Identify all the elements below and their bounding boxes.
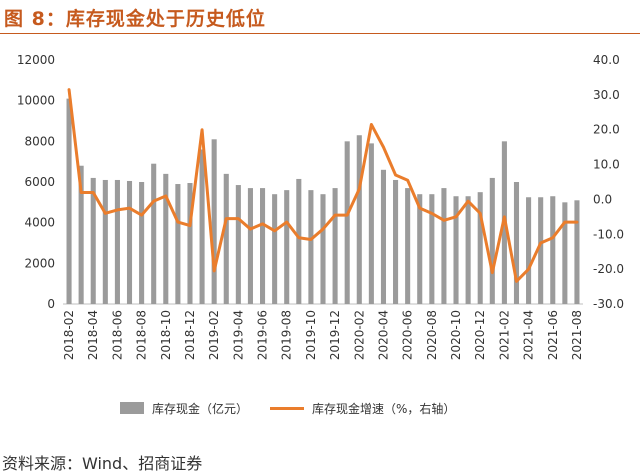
bar-2019-04 xyxy=(235,185,241,304)
bar-2021-03 xyxy=(513,182,520,304)
x-tick-label: 2018-10 xyxy=(159,310,173,360)
x-tick-label: 2020-08 xyxy=(425,310,439,360)
x-tick-label: 2019-12 xyxy=(328,310,342,360)
figure-header: 图 8：库存现金处于历史低位 xyxy=(0,0,640,34)
bar-2019-02 xyxy=(211,139,217,304)
left-tick-label: 0 xyxy=(47,297,55,311)
legend: 库存现金（亿元） 库存现金增速（%，右轴） xyxy=(120,398,477,418)
x-axis-ticks: 2018-02 2018-04 2018-06 2018-08 2018-10 2018-… xyxy=(62,310,584,360)
title-divider xyxy=(0,33,640,34)
source-note: 资料来源：Wind、招商证券 xyxy=(2,454,203,473)
chart-title: 图 8：库存现金处于历史低位 xyxy=(4,8,266,30)
bar-2020-08 xyxy=(429,194,435,304)
bar-2020-01 xyxy=(344,141,350,304)
bar-2018-04 xyxy=(90,177,96,304)
bar-2019-03 xyxy=(223,173,229,304)
growth-line xyxy=(67,88,579,283)
bar-2020-09 xyxy=(441,188,447,304)
bars-group xyxy=(66,98,580,304)
bar-2018-07 xyxy=(126,180,133,304)
bar-2019-12 xyxy=(332,188,338,304)
bar-2020-05 xyxy=(393,179,399,304)
legend-label-line: 库存现金增速（%，右轴） xyxy=(312,401,456,416)
bar-2020-02 xyxy=(356,135,362,304)
bar-2018-10 xyxy=(163,173,169,304)
bar-2020-12 xyxy=(477,192,483,304)
bar-2021-08 xyxy=(574,200,580,304)
bar-2021-06 xyxy=(550,196,556,304)
x-tick-label: 2020-04 xyxy=(376,310,390,360)
x-tick-label: 2021-02 xyxy=(497,310,511,360)
right-tick-label: -30.0 xyxy=(593,297,624,311)
x-tick-label: 2020-06 xyxy=(401,310,415,360)
bar-2019-09 xyxy=(296,178,302,304)
bar-2019-05 xyxy=(247,188,253,304)
x-tick-label: 2018-08 xyxy=(135,310,149,360)
right-tick-label: 0.0 xyxy=(593,192,612,206)
bar-2018-02 xyxy=(66,98,72,304)
bar-2019-01 xyxy=(199,149,205,304)
legend-swatch-bar xyxy=(120,402,144,414)
bar-2020-04 xyxy=(380,169,387,304)
left-tick-label: 4000 xyxy=(24,216,55,230)
bar-2021-07 xyxy=(562,202,568,304)
right-tick-label: 30.0 xyxy=(593,88,620,102)
x-tick-label: 2019-08 xyxy=(280,310,294,360)
bar-2021-05 xyxy=(538,197,544,304)
bar-2020-11 xyxy=(465,196,471,304)
bar-2020-10 xyxy=(453,196,459,304)
x-tick-label: 2021-06 xyxy=(546,310,560,360)
bar-2020-03 xyxy=(368,143,374,304)
bar-2018-03 xyxy=(78,165,84,304)
bar-2019-08 xyxy=(284,190,290,304)
bar-2018-09 xyxy=(151,163,157,304)
left-tick-label: 2000 xyxy=(24,256,55,270)
bar-2019-11 xyxy=(320,194,326,304)
bar-2019-06 xyxy=(260,188,266,304)
legend-swatch-line xyxy=(270,406,305,410)
x-tick-label: 2018-02 xyxy=(62,310,76,360)
bar-2020-07 xyxy=(417,194,423,304)
left-tick-label: 10000 xyxy=(17,94,55,108)
legend-label-bars: 库存现金（亿元） xyxy=(152,401,249,416)
right-axis-ticks: 40.0 30.0 20.0 10.0 0.0 -10.0 -20.0 -30.0 xyxy=(593,53,624,311)
bar-2021-01 xyxy=(489,177,495,304)
bar-2019-07 xyxy=(272,194,278,304)
bar-2018-12 xyxy=(187,183,193,304)
bar-2018-08 xyxy=(139,182,145,304)
x-tick-label: 2021-04 xyxy=(522,310,536,360)
x-tick-label: 2019-02 xyxy=(207,310,221,360)
x-tick-label: 2018-12 xyxy=(183,310,197,360)
x-tick-label: 2020-02 xyxy=(352,310,366,360)
legend-item-line: 库存现金增速（%，右轴） xyxy=(270,400,455,417)
left-tick-label: 6000 xyxy=(24,175,55,189)
x-tick-label: 2020-12 xyxy=(473,310,487,360)
right-tick-label: 40.0 xyxy=(593,53,620,67)
right-tick-label: 10.0 xyxy=(593,158,620,172)
line-group xyxy=(67,88,579,283)
x-tick-label: 2018-06 xyxy=(110,310,124,360)
right-tick-label: -10.0 xyxy=(593,227,624,241)
legend-item-bars: 库存现金（亿元） xyxy=(120,400,248,417)
x-tick-label: 2019-04 xyxy=(231,310,245,360)
right-tick-label: 20.0 xyxy=(593,123,620,137)
x-tick-label: 2021-08 xyxy=(570,310,584,360)
bar-2018-06 xyxy=(114,179,120,304)
left-tick-label: 8000 xyxy=(24,134,55,148)
x-tick-label: 2019-10 xyxy=(304,310,318,360)
bar-2020-06 xyxy=(405,188,411,304)
bar-2021-04 xyxy=(526,197,532,304)
bar-2019-10 xyxy=(308,190,314,304)
chart-area: 0 2000 4000 6000 8000 10000 12000 40.0 30.0 20.0… xyxy=(17,53,624,360)
left-tick-label: 12000 xyxy=(17,53,55,67)
left-axis-ticks: 0 2000 4000 6000 8000 10000 12000 xyxy=(17,53,55,311)
right-tick-label: -20.0 xyxy=(593,262,624,276)
bar-2018-05 xyxy=(102,179,108,304)
x-tick-label: 2018-04 xyxy=(86,310,100,360)
x-tick-label: 2019-06 xyxy=(256,310,270,360)
x-tick-label: 2020-10 xyxy=(449,310,463,360)
bar-2018-11 xyxy=(175,184,181,304)
